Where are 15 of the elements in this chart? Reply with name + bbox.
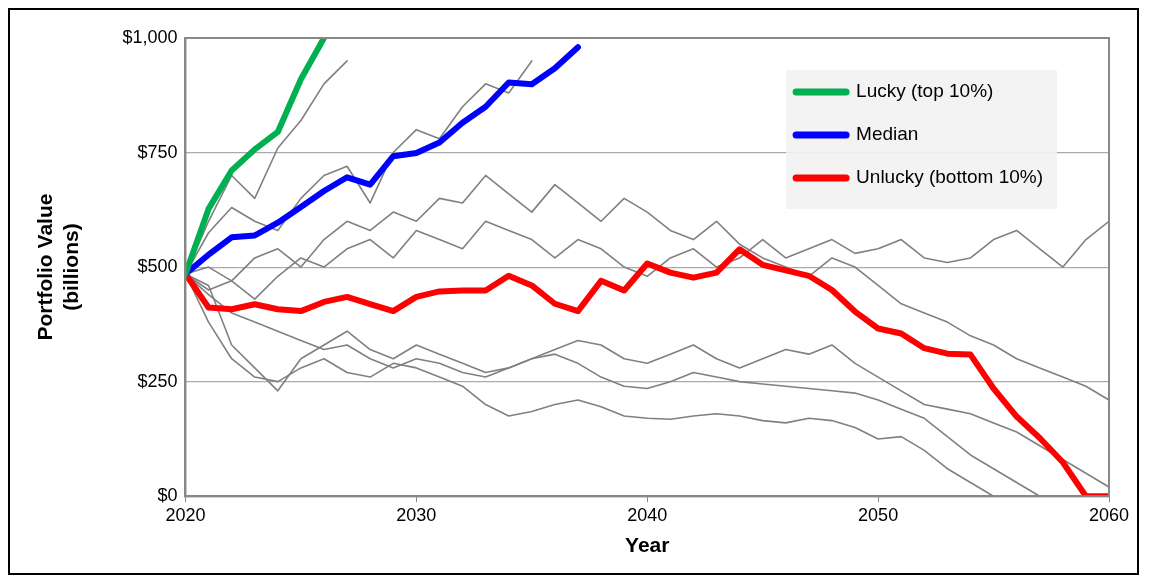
y-axis-title: Portfolio Value (billions) — [33, 193, 82, 341]
x-axis-title: Year — [625, 533, 670, 557]
legend-label: Median — [856, 123, 919, 145]
y-tick-label: $1,000 — [122, 26, 178, 47]
y-tick-label: $750 — [137, 141, 178, 162]
x-tick-label: 2040 — [627, 504, 668, 525]
y-tick-label: $0 — [157, 485, 178, 506]
legend-label: Unlucky (bottom 10%) — [856, 166, 1043, 188]
y-tick-label: $500 — [137, 256, 178, 277]
x-tick-label: 2030 — [396, 504, 437, 525]
x-tick-label: 2060 — [1088, 504, 1130, 525]
x-tick-label: 2050 — [858, 504, 899, 525]
legend-label: Lucky (top 10%) — [856, 80, 994, 102]
x-tick-label: 2020 — [165, 504, 206, 525]
y-tick-label: $250 — [137, 370, 178, 391]
